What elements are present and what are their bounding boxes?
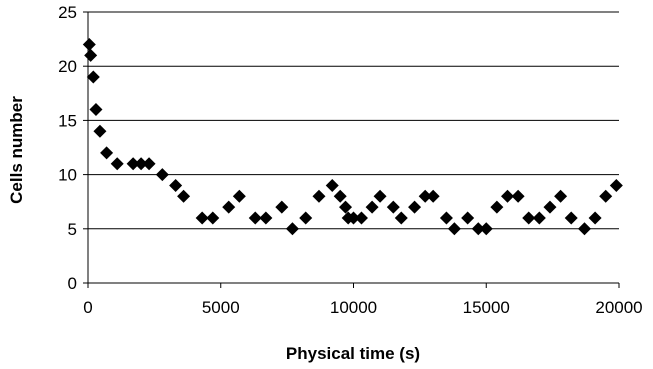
data-point	[248, 211, 262, 225]
data-point	[347, 211, 360, 225]
data-point	[333, 189, 347, 203]
data-point	[554, 189, 568, 203]
data-point	[609, 178, 623, 192]
data-point	[543, 200, 557, 214]
data-point	[100, 146, 114, 160]
y-tick-label: 25	[58, 3, 77, 22]
data-point	[447, 222, 461, 236]
x-tick-label: 0	[83, 298, 92, 317]
data-point	[82, 38, 96, 52]
data-point	[232, 189, 246, 203]
data-point	[373, 189, 387, 203]
data-point	[222, 200, 236, 214]
data-point	[564, 211, 578, 225]
data-point	[325, 178, 339, 192]
y-axis-title: Cells number	[7, 96, 26, 204]
data-point	[394, 211, 408, 225]
data-point	[577, 222, 591, 236]
data-point	[588, 211, 602, 225]
data-points	[82, 38, 623, 236]
data-point	[195, 211, 209, 225]
data-point	[386, 200, 400, 214]
data-point	[426, 189, 440, 203]
data-point	[89, 103, 103, 117]
data-point	[312, 189, 326, 203]
data-point	[259, 211, 273, 225]
data-point	[461, 211, 475, 225]
y-tick-label: 5	[68, 220, 77, 239]
data-point	[408, 200, 422, 214]
data-point	[439, 211, 453, 225]
data-point	[599, 189, 613, 203]
data-point	[285, 222, 299, 236]
data-point	[126, 157, 140, 171]
data-point	[299, 211, 313, 225]
data-point	[206, 211, 220, 225]
data-point	[511, 189, 525, 203]
data-point	[532, 211, 546, 225]
data-point	[339, 200, 353, 214]
y-tick-labels: 0 5 10 15 20 25	[58, 3, 77, 293]
axes	[83, 11, 620, 288]
y-tick-label: 15	[58, 111, 77, 130]
data-point	[418, 189, 432, 203]
data-point	[479, 222, 493, 236]
data-point	[522, 211, 536, 225]
x-tick-label: 20000	[595, 298, 642, 317]
x-tick-labels: 0 5000 10000 15000 20000	[83, 298, 642, 317]
x-tick-label: 10000	[330, 298, 377, 317]
x-tick-label: 5000	[202, 298, 240, 317]
data-point	[471, 222, 485, 236]
data-point	[169, 178, 183, 192]
data-point	[134, 157, 148, 171]
gridlines	[88, 11, 619, 230]
x-axis-title: Physical time (s)	[286, 344, 420, 363]
data-point	[93, 124, 107, 138]
data-point	[177, 189, 191, 203]
data-point	[354, 211, 368, 225]
data-point	[490, 200, 504, 214]
data-point	[110, 157, 124, 171]
data-point	[84, 48, 98, 62]
y-tick-label: 20	[58, 57, 77, 76]
data-point	[500, 189, 514, 203]
x-tick-label: 15000	[463, 298, 510, 317]
data-point	[275, 200, 289, 214]
data-point	[86, 70, 100, 84]
data-point	[142, 157, 156, 171]
y-tick-label: 0	[68, 274, 77, 293]
data-point	[365, 200, 379, 214]
y-tick-label: 10	[58, 166, 77, 185]
data-point	[155, 168, 169, 182]
